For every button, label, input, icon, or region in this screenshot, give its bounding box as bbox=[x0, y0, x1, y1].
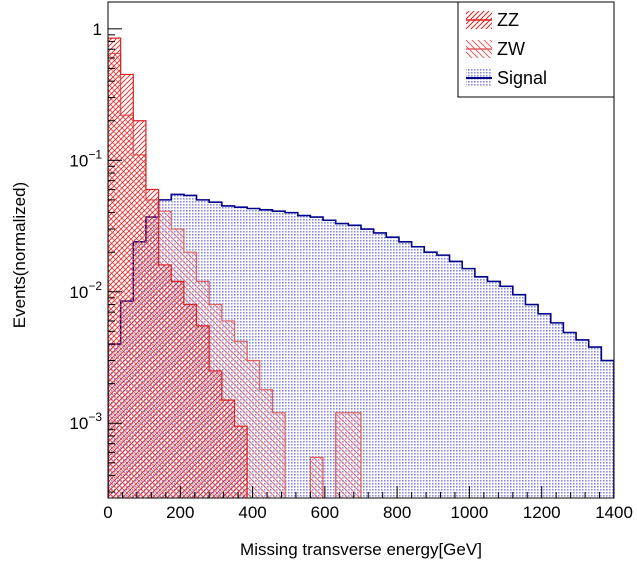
legend-item-signal: Signal bbox=[466, 68, 547, 88]
y-tick-exponent: −3 bbox=[88, 410, 102, 424]
bar-zw-11 bbox=[247, 360, 260, 498]
bar-zw-19 bbox=[348, 412, 361, 498]
bar-signal-30 bbox=[487, 281, 501, 498]
bar-signal-35 bbox=[550, 322, 564, 498]
bar-signal-33 bbox=[525, 304, 539, 498]
bar-signal-16 bbox=[310, 217, 324, 498]
bar-signal-14 bbox=[285, 212, 298, 498]
x-tick-label: 1400 bbox=[595, 503, 633, 522]
x-axis-title: Missing transverse energy[GeV] bbox=[240, 540, 482, 559]
y-tick-exponent: −1 bbox=[88, 147, 102, 161]
outline-signal bbox=[108, 193, 614, 498]
bar-signal-39 bbox=[601, 360, 614, 498]
legend-item-zw: ZW bbox=[466, 39, 525, 59]
bar-signal-25 bbox=[424, 252, 437, 498]
x-tick-label: 0 bbox=[103, 503, 112, 522]
bar-zw-12 bbox=[259, 389, 273, 498]
bar-signal-21 bbox=[373, 232, 387, 498]
bar-zz-3 bbox=[145, 189, 159, 498]
outline-zw bbox=[108, 52, 362, 498]
outline-zz bbox=[108, 37, 248, 498]
bar-zw-16 bbox=[310, 457, 324, 498]
y-tick-label: 10−3 bbox=[69, 410, 102, 433]
bar-signal-28 bbox=[462, 268, 475, 498]
bar-signal-27 bbox=[449, 261, 463, 498]
histogram-layer bbox=[108, 37, 614, 498]
bar-signal-24 bbox=[411, 246, 425, 498]
bar-signal-26 bbox=[436, 255, 450, 498]
bar-signal-37 bbox=[576, 339, 589, 498]
bar-zz-1 bbox=[120, 74, 134, 498]
bar-signal-36 bbox=[563, 332, 577, 498]
bar-zz-6 bbox=[183, 304, 197, 498]
legend-label-zw: ZW bbox=[497, 39, 525, 59]
y-tick-base: 10 bbox=[69, 151, 88, 170]
x-tick-label: 1000 bbox=[451, 503, 489, 522]
x-tick-label: 800 bbox=[383, 503, 411, 522]
x-tick-label: 1200 bbox=[523, 503, 561, 522]
bar-signal-15 bbox=[297, 215, 311, 498]
series-zz bbox=[108, 37, 248, 498]
bar-zz-5 bbox=[171, 281, 184, 498]
bar-signal-29 bbox=[474, 276, 488, 498]
y-tick-exponent: −2 bbox=[88, 279, 102, 293]
bar-zz-0 bbox=[108, 38, 121, 498]
bar-signal-23 bbox=[398, 241, 412, 498]
bar-zz-4 bbox=[158, 264, 172, 498]
bar-signal-32 bbox=[512, 294, 526, 498]
legend-item-zz: ZZ bbox=[466, 10, 519, 30]
bar-zz-8 bbox=[209, 370, 222, 498]
y-tick-label: 10−2 bbox=[69, 279, 102, 302]
bar-signal-31 bbox=[500, 286, 513, 498]
bar-signal-22 bbox=[386, 237, 399, 498]
bar-zz-9 bbox=[221, 400, 235, 498]
bar-signal-38 bbox=[588, 347, 602, 498]
bar-zw-18 bbox=[335, 412, 349, 498]
bar-zw-13 bbox=[272, 412, 286, 498]
bar-signal-34 bbox=[538, 313, 551, 498]
legend: ZZ ZW Signal bbox=[457, 1, 615, 98]
bar-zz-2 bbox=[133, 120, 146, 498]
y-tick-label: 1 bbox=[93, 20, 102, 39]
x-tick-label: 400 bbox=[238, 503, 266, 522]
plot-frame bbox=[107, 1, 615, 499]
y-tick-base: 10 bbox=[69, 414, 88, 433]
bar-zz-10 bbox=[234, 426, 248, 498]
legend-label-zz: ZZ bbox=[497, 10, 519, 30]
axis-ticks bbox=[107, 28, 615, 498]
x-tick-label: 200 bbox=[166, 503, 194, 522]
bar-signal-17 bbox=[323, 220, 336, 498]
x-tick-label: 600 bbox=[311, 503, 339, 522]
y-tick-label: 10−1 bbox=[69, 147, 102, 170]
y-axis-title: Events(normalized) bbox=[10, 182, 29, 328]
y-tick-base: 10 bbox=[69, 283, 88, 302]
plot-border bbox=[107, 1, 615, 499]
legend-label-signal: Signal bbox=[497, 68, 547, 88]
bar-signal-20 bbox=[361, 229, 374, 498]
bar-zz-7 bbox=[196, 325, 210, 498]
